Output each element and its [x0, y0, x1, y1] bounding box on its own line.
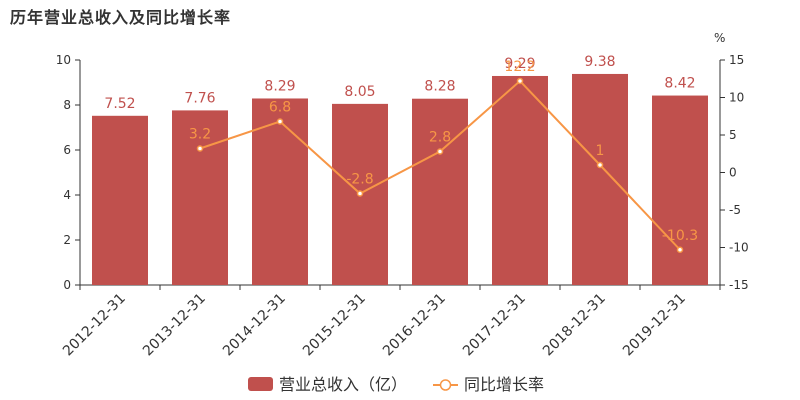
- x-tick-label: 2019-12-31: [620, 291, 689, 360]
- bar: [652, 95, 708, 285]
- line-point: [196, 145, 204, 152]
- legend-bar-swatch: [248, 377, 273, 391]
- y-right-tick-label: 0: [729, 166, 737, 180]
- legend-bar-label: 营业总收入（亿）: [279, 375, 407, 394]
- y-right-tick-label: 15: [729, 53, 744, 67]
- bar-value-label: 8.29: [264, 78, 295, 94]
- line-value-label: -10.3: [662, 228, 698, 244]
- bar-value-label: 7.76: [184, 90, 215, 106]
- legend-line-label: 同比增长率: [464, 375, 544, 394]
- data-labels: 7.52 7.76 8.29 8.05 8.28 9.29 9.38 8.42 3.2 6.8 -2…: [104, 54, 698, 244]
- legend-line-marker: [439, 379, 452, 391]
- chart-title: 历年营业总收入及同比增长率: [10, 8, 232, 27]
- bar-value-label: 8.42: [664, 76, 695, 92]
- bar-series: [92, 73, 708, 286]
- line-point: [596, 161, 604, 169]
- y-left-tick-label: 8: [63, 98, 71, 112]
- y-right-unit-label: %: [714, 31, 725, 45]
- line-point: [676, 246, 684, 253]
- bar-value-label: 8.28: [424, 79, 455, 95]
- legend: 营业总收入（亿） 同比增长率: [248, 375, 544, 394]
- bar-value-label: 7.52: [104, 96, 135, 112]
- y-right-tick-label: -15: [729, 278, 749, 292]
- y-left-tick-label: 2: [63, 233, 71, 247]
- x-tick-label: 2012-12-31: [60, 291, 129, 360]
- bar-value-label: 9.38: [584, 54, 615, 70]
- line-point: [436, 148, 444, 155]
- bar: [572, 73, 628, 285]
- x-tick-label: 2013-12-31: [140, 291, 209, 360]
- bar: [92, 115, 148, 285]
- line-point: [356, 190, 364, 197]
- bar: [172, 110, 228, 286]
- x-tick-label: 2017-12-31: [460, 291, 529, 360]
- line-value-label: 12.2: [504, 59, 535, 75]
- line-value-label: 1: [596, 143, 605, 159]
- bar: [412, 98, 468, 285]
- x-tick-label: 2015-12-31: [300, 291, 369, 360]
- y-right-tick-label: 10: [729, 91, 744, 105]
- line-value-label: 6.8: [269, 100, 291, 116]
- y-left-tick-label: 6: [63, 143, 71, 157]
- line-value-label: 3.2: [189, 127, 211, 143]
- axes: 0 2 4 6 8 10 -15 -10 -5 0 5 10 15% 2012-12-31 2013-12-…: [56, 31, 749, 359]
- bar: [492, 75, 548, 285]
- x-tick-label: 2016-12-31: [380, 291, 449, 360]
- y-left-tick-label: 10: [56, 53, 71, 67]
- line-point: [516, 77, 524, 85]
- bar: [252, 98, 308, 285]
- x-tick-label: 2018-12-31: [540, 291, 609, 360]
- line-series: [196, 77, 684, 253]
- y-right-tick-label: -10: [729, 241, 749, 255]
- bar-value-label: 9.29: [504, 56, 535, 72]
- y-right-tick-label: 5: [729, 128, 737, 142]
- y-left-tick-label: 4: [63, 188, 71, 202]
- x-tick-label: 2014-12-31: [220, 291, 289, 360]
- line-value-label: -2.8: [346, 172, 373, 188]
- y-right-tick-label: -5: [729, 203, 741, 217]
- line-point: [276, 118, 284, 125]
- y-left-tick-label: 0: [63, 278, 71, 292]
- line-value-label: 2.8: [429, 130, 451, 146]
- bar-value-label: 8.05: [344, 84, 375, 100]
